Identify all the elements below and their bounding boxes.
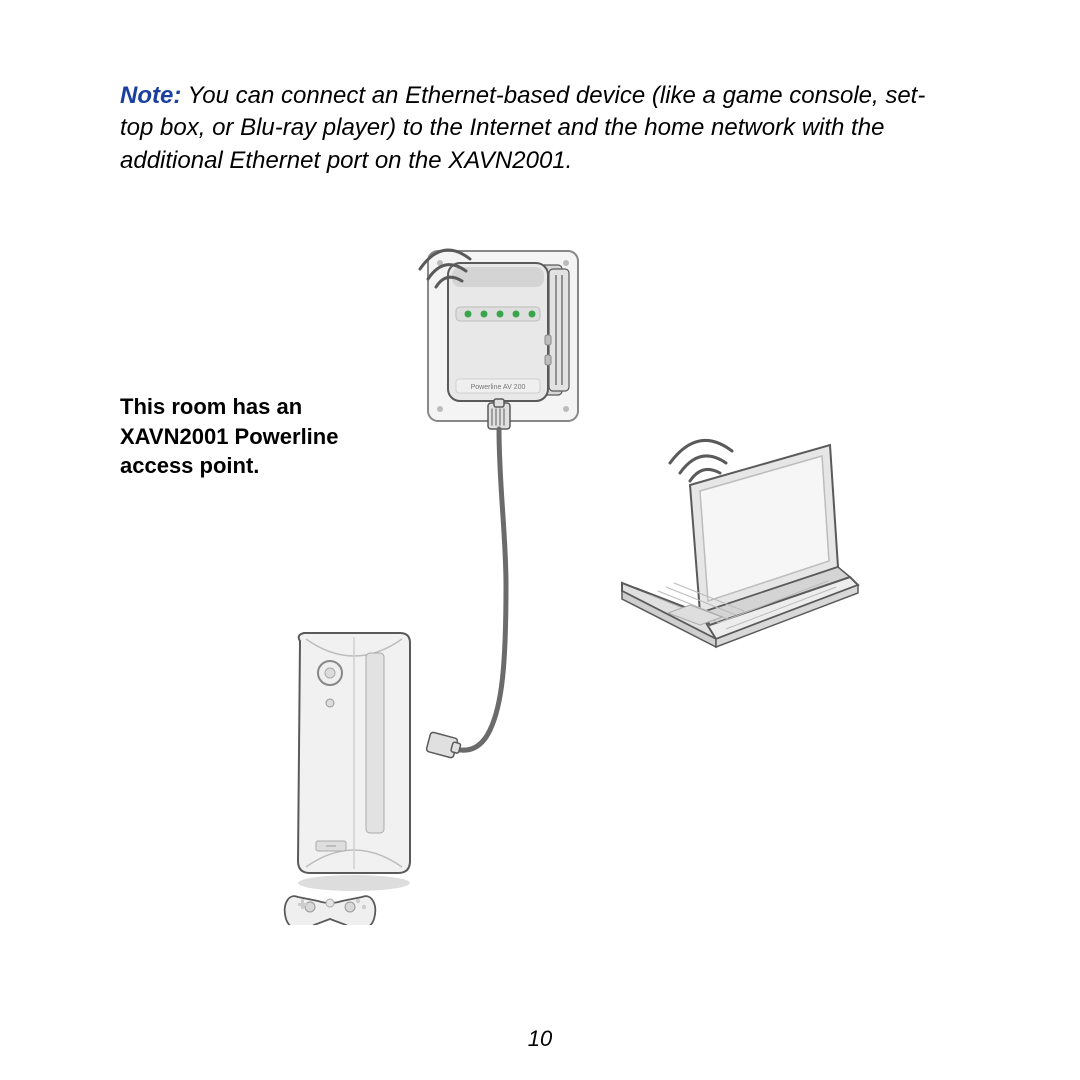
powerline-adapter-icon: Powerline AV 200 xyxy=(448,263,569,401)
page-number: 10 xyxy=(0,1026,1080,1052)
note-body: You can connect an Ethernet-based device… xyxy=(120,82,925,174)
ethernet-cable-icon xyxy=(426,399,510,758)
diagram: Powerline AV 200 xyxy=(270,225,910,925)
note-label: Note: xyxy=(120,82,181,109)
note-block: Note: You can connect an Ethernet-based … xyxy=(120,80,950,177)
game-console-icon xyxy=(298,633,410,891)
laptop-icon xyxy=(622,445,858,647)
svg-text:Powerline AV 200: Powerline AV 200 xyxy=(471,384,526,391)
game-controller-icon xyxy=(285,896,376,925)
